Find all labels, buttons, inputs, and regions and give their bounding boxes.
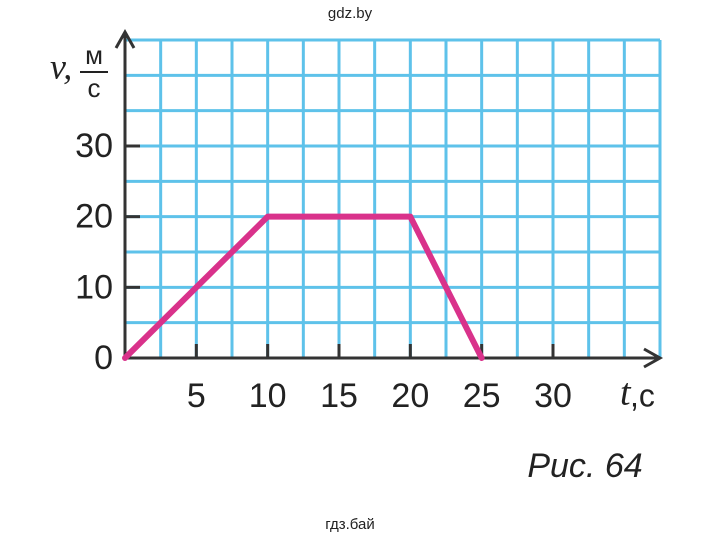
caption: Рис. 64 — [527, 447, 642, 485]
x-axis-unit: ,с — [630, 377, 655, 413]
x-tick-label: 30 — [534, 377, 572, 415]
watermark: gdz.by — [328, 5, 373, 22]
y-axis-unit: м — [85, 40, 103, 70]
x-tick-label: 15 — [320, 377, 358, 415]
x-tick-label: 25 — [463, 377, 501, 415]
y-axis-label: v, — [50, 46, 72, 86]
x-axis-label: t — [620, 372, 632, 414]
y-tick-label: 0 — [94, 339, 113, 377]
x-tick-label: 20 — [391, 377, 429, 415]
grid — [123, 38, 662, 360]
y-tick-label: 10 — [75, 268, 113, 306]
x-tick-label: 5 — [187, 377, 206, 415]
data-line — [122, 213, 485, 361]
x-axis-arrow — [643, 347, 664, 369]
watermark: гдз.бай — [325, 516, 375, 533]
axes — [114, 28, 664, 369]
y-tick-label: 30 — [75, 127, 113, 165]
x-tick-label: 10 — [249, 377, 287, 415]
y-axis-unit: с — [88, 73, 101, 103]
y-tick-label: 20 — [75, 198, 113, 236]
y-axis-arrow — [114, 28, 136, 49]
